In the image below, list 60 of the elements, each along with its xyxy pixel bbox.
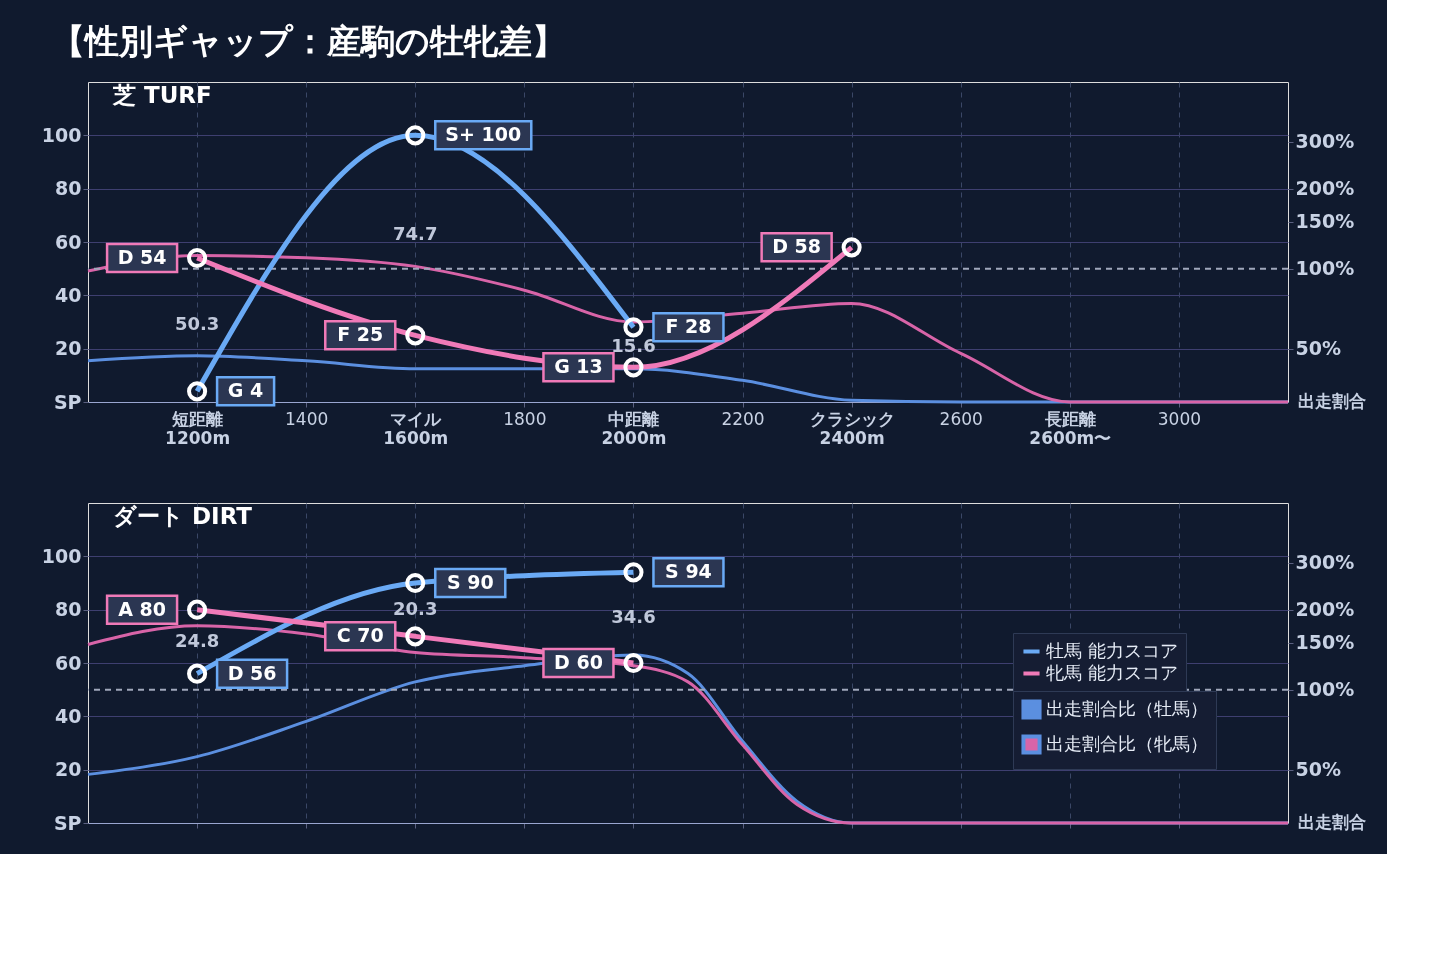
data-label: C 70: [336, 624, 384, 647]
data-label: G 13: [554, 355, 603, 378]
x-tick-label: 短距離 1200m: [165, 408, 231, 448]
legend-label: 牡馬 能力スコア: [1046, 639, 1178, 661]
data-label: A 80: [118, 597, 166, 620]
y-tick-label: 20: [55, 758, 82, 781]
y-tick-label: 20: [55, 337, 82, 360]
annotation: 15.6: [611, 335, 656, 357]
y2-tick-label: 200%: [1295, 598, 1355, 621]
data-label: G 4: [227, 379, 264, 402]
y-tick-label: 60: [55, 230, 82, 253]
y-tick-label: 60: [55, 651, 82, 674]
y-tick-label: 100: [41, 544, 82, 567]
x-tick-label: 2200: [721, 408, 765, 429]
y2-tick-label: 100%: [1295, 678, 1355, 701]
annotation: 34.6: [611, 605, 656, 627]
y2-tick-label: 150%: [1295, 210, 1355, 233]
data-label: S 90: [446, 571, 494, 593]
legend-label: 出走割合比（牡馬）: [1046, 697, 1208, 719]
x-tick-label: 1400: [285, 408, 329, 429]
chart-subtitle: 芝 TURF: [112, 82, 212, 108]
y-tick-label: SP: [53, 390, 82, 413]
data-label: F 25: [337, 323, 384, 346]
data-label: D 60: [554, 651, 603, 673]
x-tick-label: 長距離 2600m〜: [1029, 408, 1112, 448]
y-tick-label: 80: [55, 177, 82, 200]
x-tick-label: 2600: [939, 408, 983, 429]
y2-tick-label: 300%: [1295, 551, 1355, 574]
y2-tick-label: 150%: [1295, 631, 1355, 654]
legend-label: 出走割合比（牝馬）: [1046, 732, 1208, 754]
x-tick-label: 中距離 2000m: [601, 408, 667, 448]
annotation: 24.8: [174, 629, 220, 651]
y-tick-label: 40: [55, 704, 82, 727]
y2-tick-label: 100%: [1295, 257, 1355, 280]
annotation: 74.7: [393, 223, 438, 245]
chart-title: 【性別ギャップ：産駒の牡牝差】: [51, 21, 567, 61]
x-tick-label: クラシック 2400m: [809, 408, 895, 448]
data-label: D 58: [772, 235, 822, 258]
chart-subtitle: ダート DIRT: [113, 503, 253, 529]
x-tick-label: 3000: [1157, 408, 1202, 429]
y-tick-label: 80: [55, 598, 82, 621]
y2-axis-title: 出走割合: [1298, 812, 1366, 832]
y2-tick-label: 50%: [1295, 337, 1341, 360]
x-tick-label: マイル 1600m: [383, 408, 449, 448]
annotation: 50.3: [174, 312, 220, 334]
y2-tick-label: 300%: [1295, 130, 1355, 153]
data-label: D 56: [227, 661, 277, 684]
y-tick-label: 40: [55, 283, 82, 306]
y-tick-label: SP: [53, 811, 82, 834]
data-label: D 54: [117, 246, 167, 268]
y2-tick-label: 50%: [1295, 758, 1341, 781]
data-label: S+ 100: [445, 123, 522, 146]
y2-tick-label: 200%: [1295, 177, 1355, 200]
data-label: F 28: [665, 315, 712, 338]
data-label: S 94: [665, 560, 712, 583]
y2-axis-title: 出走割合: [1298, 391, 1366, 411]
legend-label: 牝馬 能力スコア: [1046, 661, 1178, 683]
annotation: 20.3: [393, 597, 438, 619]
y-tick-label: 100: [41, 123, 82, 146]
x-tick-label: 1800: [503, 408, 547, 429]
